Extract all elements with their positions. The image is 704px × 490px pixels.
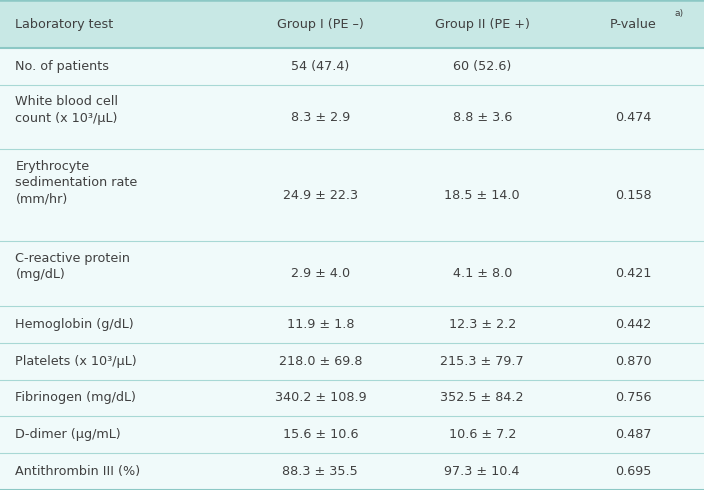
Text: 4.1 ± 8.0: 4.1 ± 8.0 bbox=[453, 267, 512, 280]
Text: 218.0 ± 69.8: 218.0 ± 69.8 bbox=[279, 355, 362, 368]
Text: 0.442: 0.442 bbox=[615, 318, 652, 331]
Text: White blood cell
count (x 10³/μL): White blood cell count (x 10³/μL) bbox=[15, 95, 118, 124]
Text: Group II (PE +): Group II (PE +) bbox=[435, 18, 529, 30]
Text: 54 (47.4): 54 (47.4) bbox=[291, 60, 349, 73]
Text: 340.2 ± 108.9: 340.2 ± 108.9 bbox=[275, 392, 366, 404]
Text: Erythrocyte
sedimentation rate
(mm/hr): Erythrocyte sedimentation rate (mm/hr) bbox=[15, 160, 138, 206]
Text: 0.158: 0.158 bbox=[615, 189, 652, 202]
Text: Group I (PE –): Group I (PE –) bbox=[277, 18, 364, 30]
Text: 0.756: 0.756 bbox=[615, 392, 652, 404]
Text: Fibrinogen (mg/dL): Fibrinogen (mg/dL) bbox=[15, 392, 137, 404]
Text: a): a) bbox=[674, 9, 684, 18]
Text: 215.3 ± 79.7: 215.3 ± 79.7 bbox=[441, 355, 524, 368]
Text: 8.3 ± 2.9: 8.3 ± 2.9 bbox=[291, 111, 350, 123]
Text: P-value: P-value bbox=[610, 18, 657, 30]
Text: 88.3 ± 35.5: 88.3 ± 35.5 bbox=[282, 465, 358, 478]
Text: Laboratory test: Laboratory test bbox=[15, 18, 114, 30]
Text: 352.5 ± 84.2: 352.5 ± 84.2 bbox=[441, 392, 524, 404]
Text: 12.3 ± 2.2: 12.3 ± 2.2 bbox=[448, 318, 516, 331]
Text: Hemoglobin (g/dL): Hemoglobin (g/dL) bbox=[15, 318, 134, 331]
Text: 0.870: 0.870 bbox=[615, 355, 652, 368]
Text: D-dimer (μg/mL): D-dimer (μg/mL) bbox=[15, 428, 121, 441]
Text: 15.6 ± 10.6: 15.6 ± 10.6 bbox=[282, 428, 358, 441]
Text: No. of patients: No. of patients bbox=[15, 60, 110, 73]
FancyBboxPatch shape bbox=[0, 0, 704, 48]
Text: Platelets (x 10³/μL): Platelets (x 10³/μL) bbox=[15, 355, 137, 368]
Text: C-reactive protein
(mg/dL): C-reactive protein (mg/dL) bbox=[15, 252, 130, 281]
Text: 0.487: 0.487 bbox=[615, 428, 652, 441]
Text: 8.8 ± 3.6: 8.8 ± 3.6 bbox=[453, 111, 512, 123]
Text: 97.3 ± 10.4: 97.3 ± 10.4 bbox=[444, 465, 520, 478]
Text: Antithrombin III (%): Antithrombin III (%) bbox=[15, 465, 141, 478]
Text: 2.9 ± 4.0: 2.9 ± 4.0 bbox=[291, 267, 350, 280]
Text: 60 (52.6): 60 (52.6) bbox=[453, 60, 511, 73]
Text: 10.6 ± 7.2: 10.6 ± 7.2 bbox=[448, 428, 516, 441]
Text: 18.5 ± 14.0: 18.5 ± 14.0 bbox=[444, 189, 520, 202]
Text: 11.9 ± 1.8: 11.9 ± 1.8 bbox=[287, 318, 354, 331]
Text: 24.9 ± 22.3: 24.9 ± 22.3 bbox=[283, 189, 358, 202]
Text: 0.474: 0.474 bbox=[615, 111, 652, 123]
Text: 0.695: 0.695 bbox=[615, 465, 652, 478]
Text: 0.421: 0.421 bbox=[615, 267, 652, 280]
